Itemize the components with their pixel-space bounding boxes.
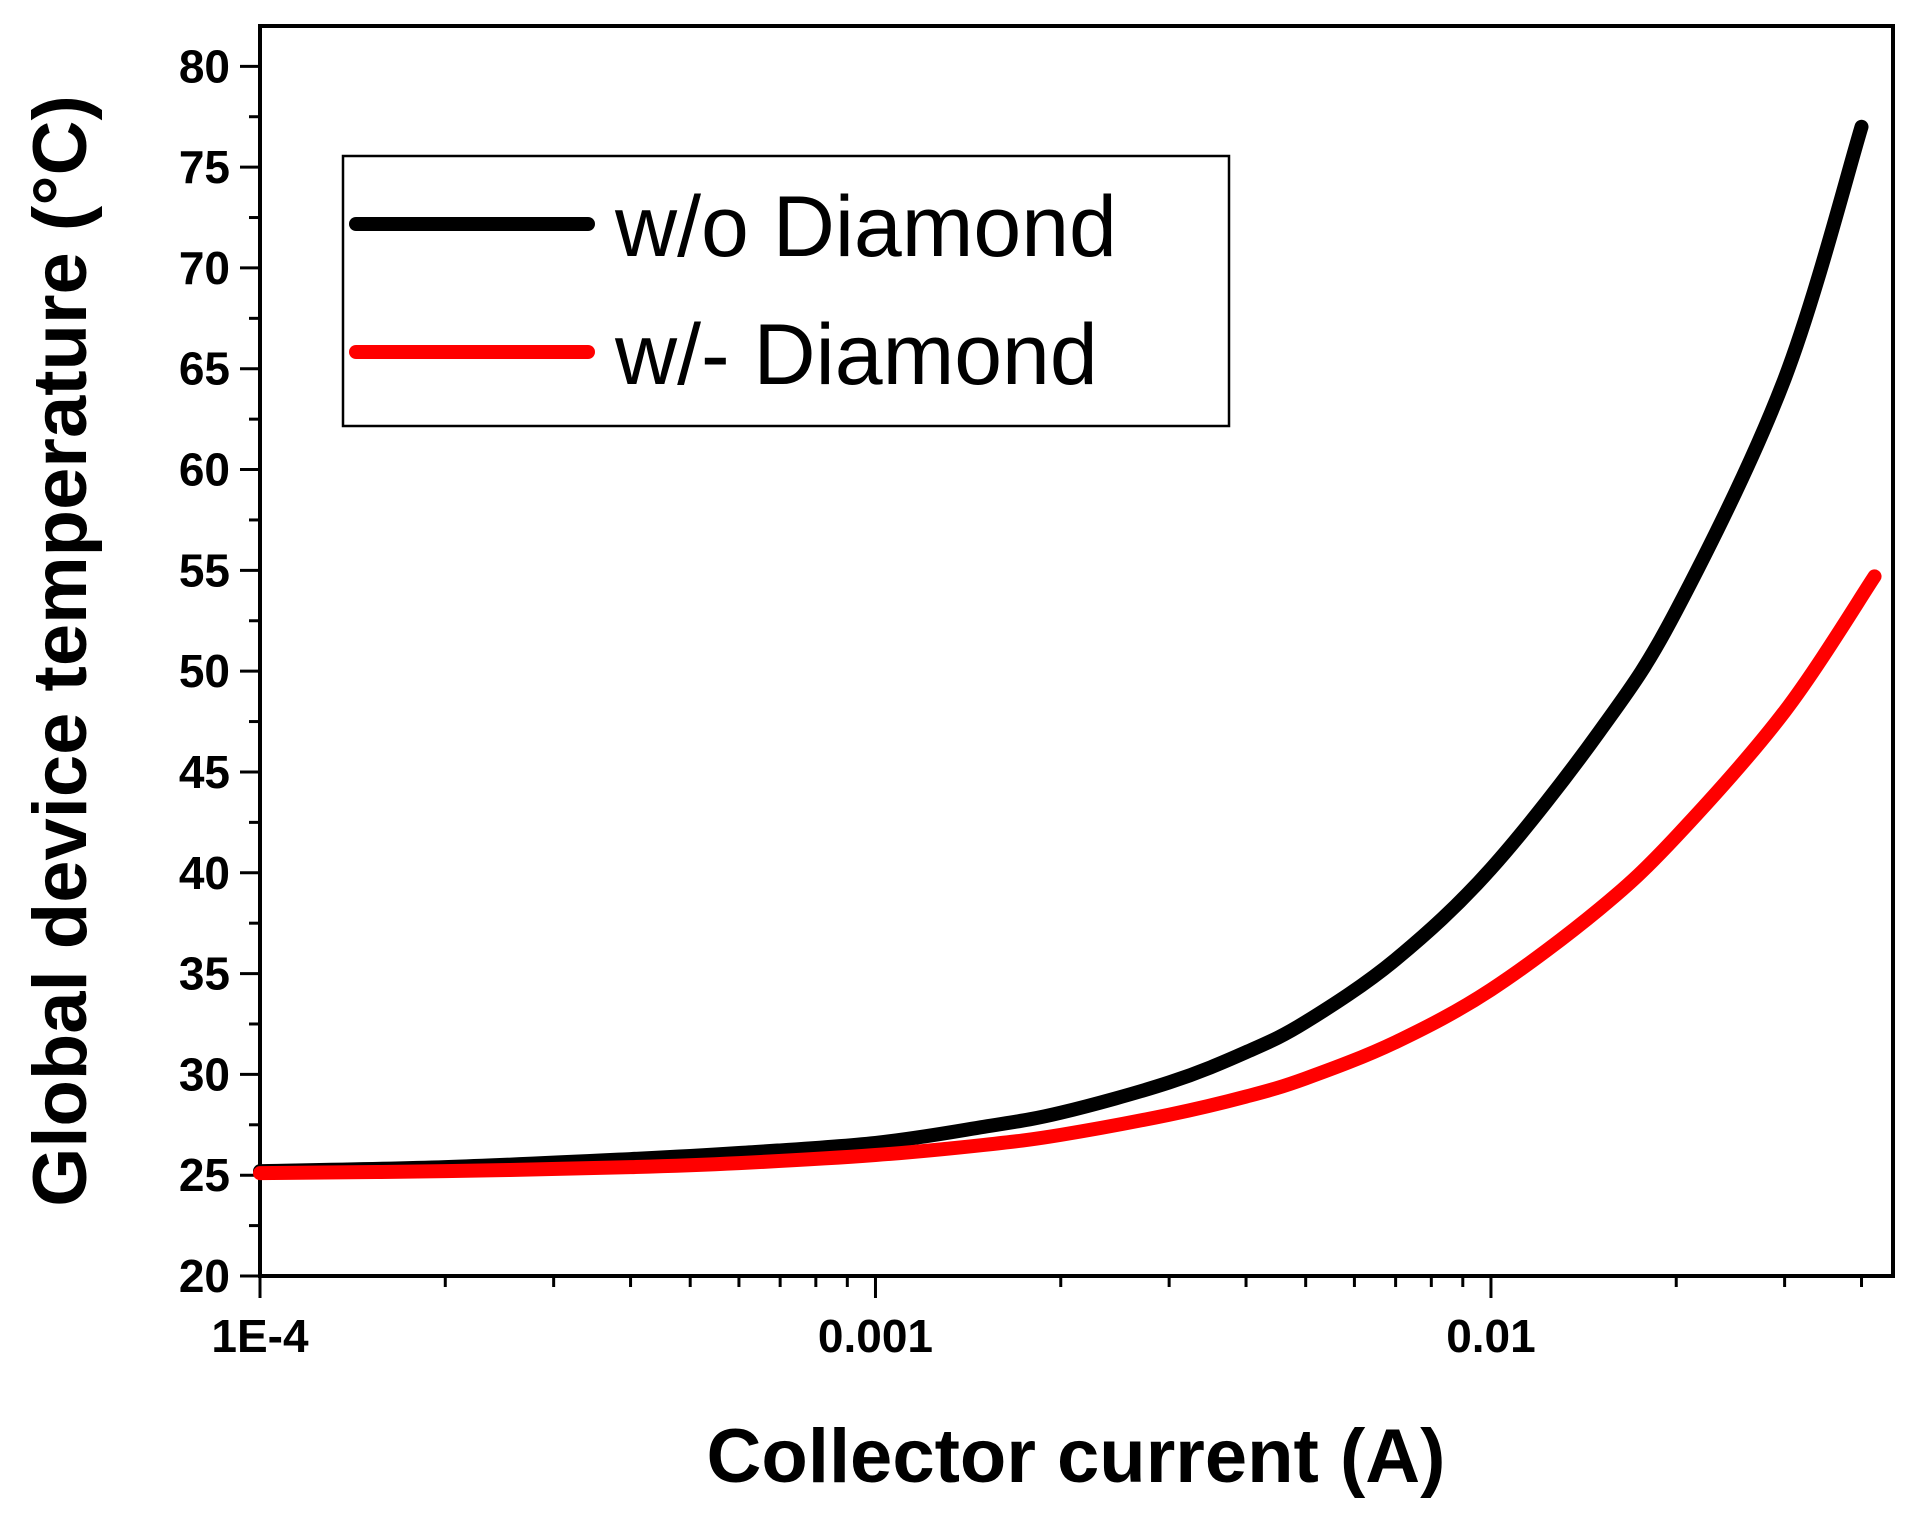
x-tick-label: 0.001 [818,1310,933,1362]
y-tick-label: 40 [179,847,230,899]
y-tick-label: 35 [179,948,230,1000]
y-axis-ticks: 20 25 30 35 40 45 50 55 60 65 70 75 80 [179,40,260,1302]
y-tick-label: 60 [179,444,230,496]
y-tick-label: 50 [179,645,230,697]
series-line-w-o-diamond [253,119,1869,1179]
legend: w/o Diamond w/- Diamond [341,154,1231,428]
y-tick-label: 30 [179,1048,230,1100]
legend-label-w-o-diamond: w/o Diamond [614,179,1117,275]
series-line-w-diamond [253,569,1882,1181]
y-axis-title: Global device temperature (°C) [18,95,103,1207]
y-tick-label: 65 [179,343,230,395]
x-axis-title: Collector current (A) [707,1414,1446,1499]
y-tick-label: 45 [179,746,230,798]
x-axis-ticks: 1E-4 0.001 0.01 [211,1276,1864,1362]
y-tick-label: 75 [179,141,230,193]
x-tick-label: 1E-4 [211,1310,309,1362]
y-tick-label: 80 [179,40,230,92]
y-tick-label: 20 [179,1250,230,1302]
plot-frame [258,24,1895,1278]
legend-box [341,154,1231,428]
series-lines [253,119,1882,1181]
legend-label-w-diamond: w/- Diamond [614,307,1098,403]
y-tick-label: 70 [179,242,230,294]
x-tick-label: 0.01 [1446,1310,1536,1362]
y-tick-label: 25 [179,1149,230,1201]
y-tick-label: 55 [179,544,230,596]
